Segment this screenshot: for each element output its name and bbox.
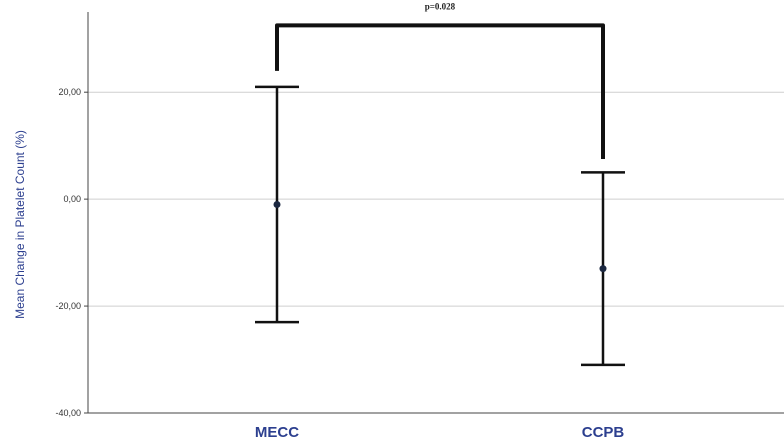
category-labels: MECC CCPB: [255, 424, 624, 439]
y-axis-label: Mean Change in Platelet Count (%): [13, 130, 27, 319]
mean-point-CCPB: [599, 265, 607, 273]
category-label-CCPB: CCPB: [582, 424, 625, 439]
category-label-MECC: MECC: [255, 424, 299, 439]
mean-point-MECC: [273, 200, 281, 208]
error-bars: [255, 85, 625, 367]
gridlines: [88, 91, 784, 307]
y-tick-labels: -40,00 -20,00 0,00 20,00: [55, 87, 88, 418]
y-tick-label-3: 20,00: [58, 87, 81, 97]
significance-bracket: [275, 23, 605, 160]
y-tick-label-0: -40,00: [55, 408, 81, 418]
y-tick-label-2: 0,00: [63, 194, 81, 204]
p-value-label: p=0.028: [425, 1, 456, 11]
y-tick-label-1: -20,00: [55, 301, 81, 311]
bracket-line: [275, 23, 605, 160]
